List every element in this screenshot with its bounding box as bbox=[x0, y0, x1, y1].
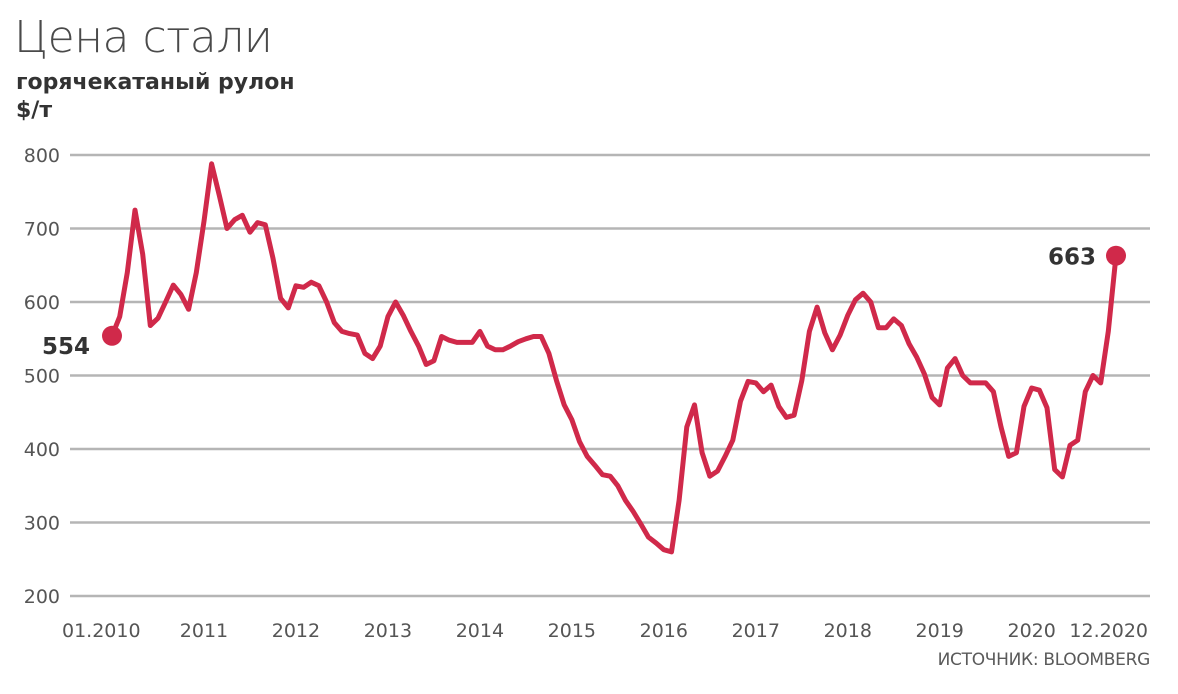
data-label-663: 663 bbox=[1048, 245, 1096, 271]
x-tick-label-12.2020: 12.2020 bbox=[1069, 620, 1148, 642]
x-tick-label-2013: 2013 bbox=[364, 620, 412, 642]
series-line-0 bbox=[109, 161, 1119, 555]
data-label-554: 554 bbox=[42, 334, 90, 360]
y-tick-label-800: 800 bbox=[24, 145, 60, 167]
y-axis-tick-labels: 800 700 600 500 400 300 200 bbox=[24, 145, 60, 608]
x-tick-label-2015: 2015 bbox=[548, 620, 596, 642]
data-point-663 bbox=[1106, 245, 1126, 266]
x-tick-label-2020: 2020 bbox=[1008, 620, 1056, 642]
y-axis-unit: $/т bbox=[16, 98, 53, 123]
annotations: 554 663 bbox=[42, 245, 1126, 360]
series-layer bbox=[109, 161, 1119, 555]
source-note: ИСТОЧНИК: BLOOMBERG bbox=[937, 650, 1151, 670]
y-tick-label-200: 200 bbox=[24, 586, 60, 608]
y-tick-label-400: 400 bbox=[24, 439, 60, 461]
x-tick-label-2017: 2017 bbox=[732, 620, 780, 642]
y-tick-label-500: 500 bbox=[24, 366, 60, 388]
x-tick-label-2014: 2014 bbox=[456, 620, 504, 642]
x-tick-label-2012: 2012 bbox=[272, 620, 320, 642]
x-tick-label-2016: 2016 bbox=[640, 620, 688, 642]
y-tick-label-600: 600 bbox=[24, 292, 60, 314]
chart-title: Цена стали bbox=[14, 12, 273, 63]
x-tick-label-2019: 2019 bbox=[916, 620, 964, 642]
data-point-554 bbox=[102, 325, 122, 346]
x-tick-label-2018: 2018 bbox=[824, 620, 872, 642]
y-tick-label-700: 700 bbox=[24, 219, 60, 241]
x-axis-tick-labels: 01.2010 2011 2012 2013 2014 2015 2016 2017 2018 2… bbox=[62, 620, 1148, 642]
x-tick-label-2011: 2011 bbox=[180, 620, 228, 642]
y-tick-label-300: 300 bbox=[24, 513, 60, 535]
x-tick-label-01.2010: 01.2010 bbox=[62, 620, 141, 642]
chart-subtitle: горячекатаный рулон bbox=[16, 70, 295, 95]
